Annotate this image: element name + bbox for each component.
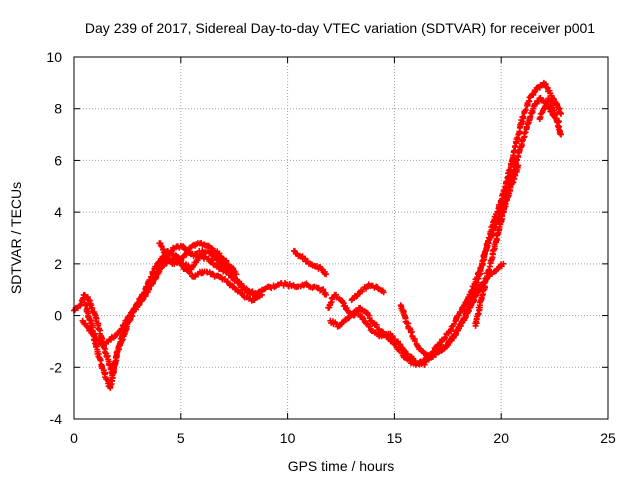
x-tick-label: 0 bbox=[70, 430, 78, 446]
axis-ticks bbox=[73, 56, 609, 420]
series-track-4 bbox=[156, 240, 240, 278]
series-track-1 bbox=[71, 242, 330, 379]
series-track-3 bbox=[81, 254, 265, 391]
x-tick-label: 20 bbox=[493, 430, 509, 446]
y-tick-label: -2 bbox=[50, 359, 63, 375]
x-tick-label: 15 bbox=[387, 430, 403, 446]
data-point-trail bbox=[292, 248, 328, 277]
y-tick-label: 8 bbox=[54, 101, 62, 117]
series-track-2 bbox=[79, 250, 263, 348]
x-tick-labels: 0 5 10 15 20 25 bbox=[70, 430, 616, 446]
data-point-trail bbox=[472, 163, 521, 327]
grid bbox=[74, 57, 608, 419]
x-tick-label: 10 bbox=[280, 430, 296, 446]
x-axis-label: GPS time / hours bbox=[288, 458, 395, 474]
series-track-7 bbox=[327, 94, 562, 368]
x-tick-label: 25 bbox=[600, 430, 616, 446]
data-point-trail bbox=[536, 95, 564, 137]
y-tick-label: 0 bbox=[54, 308, 62, 324]
plot-frame bbox=[73, 56, 609, 420]
series-track-11 bbox=[536, 95, 565, 138]
y-tick-label: -4 bbox=[50, 411, 63, 427]
data-points bbox=[71, 79, 565, 391]
y-tick-label: 10 bbox=[46, 49, 62, 65]
y-axis-label: SDTVAR / TECUs bbox=[8, 182, 24, 294]
y-tick-label: 6 bbox=[54, 152, 62, 168]
series-track-5 bbox=[291, 247, 330, 278]
data-point-trail bbox=[82, 254, 264, 391]
series-track-10 bbox=[472, 162, 522, 329]
y-tick-label: 2 bbox=[54, 256, 62, 272]
y-tick-label: 4 bbox=[54, 204, 62, 220]
series-track-9 bbox=[397, 260, 507, 361]
data-point-trail bbox=[328, 94, 562, 368]
data-point-trail bbox=[72, 243, 329, 377]
data-point-trail bbox=[157, 240, 239, 275]
x-tick-label: 5 bbox=[177, 430, 185, 446]
y-tick-labels: -4 -2 0 2 4 6 8 10 bbox=[46, 49, 62, 427]
series-track-8 bbox=[348, 281, 387, 304]
chart-title: Day 239 of 2017, Sidereal Day-to-day VTE… bbox=[85, 20, 595, 36]
data-point-trail bbox=[349, 282, 386, 302]
